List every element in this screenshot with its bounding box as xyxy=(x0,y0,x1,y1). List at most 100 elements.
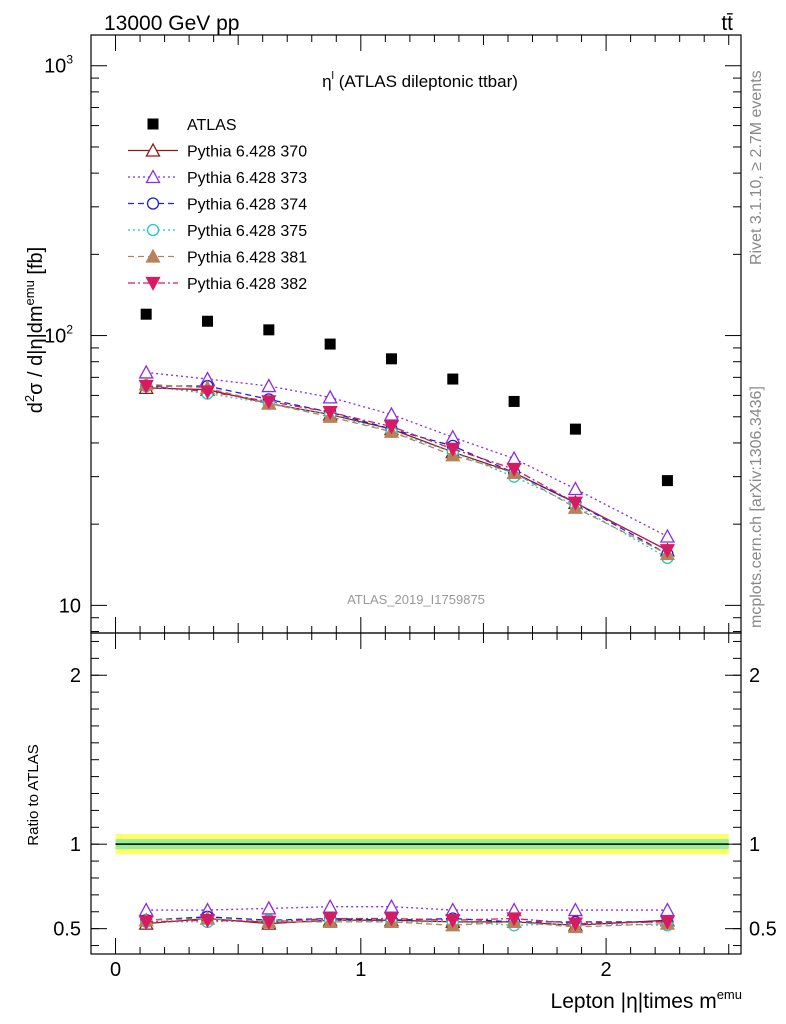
legend-label: ATLAS xyxy=(187,117,237,134)
process-label: tt̄ xyxy=(721,12,733,35)
ratio-point xyxy=(138,915,154,930)
y-tick-label-right: 1 xyxy=(749,834,760,856)
legend-label: Pythia 6.428 373 xyxy=(187,170,307,187)
data-point xyxy=(506,450,522,465)
ratio-point xyxy=(659,915,676,930)
series-3 xyxy=(140,379,674,561)
energy-label: 13000 GeV pp xyxy=(104,12,239,35)
legend-marker xyxy=(146,197,160,210)
data-point xyxy=(263,324,275,336)
data-point xyxy=(261,395,277,410)
data-point xyxy=(385,353,397,365)
ratio-point xyxy=(322,898,338,913)
y-tick-label: 102 xyxy=(44,323,73,348)
data-point xyxy=(383,406,400,421)
series-line xyxy=(146,371,668,538)
y-tick-exponent: 2 xyxy=(66,323,73,337)
ratio-ylabel: Ratio to ATLAS xyxy=(25,744,42,845)
legend-entry: Pythia 6.428 375 xyxy=(128,223,307,240)
data-point xyxy=(138,364,154,379)
series-5 xyxy=(138,376,676,561)
data-point xyxy=(659,544,676,559)
ratio-point xyxy=(261,915,277,930)
x-axis-label: Lepton |η|times memu xyxy=(551,987,742,1013)
series-line xyxy=(146,385,668,551)
legend-marker xyxy=(147,118,159,130)
legend-marker xyxy=(145,276,161,291)
legend-marker xyxy=(146,223,160,237)
data-point xyxy=(567,481,584,496)
series-line xyxy=(146,385,668,559)
ratio-point xyxy=(506,912,522,927)
y-tick-label: 1 xyxy=(70,834,81,856)
rivet-label: Rivet 3.1.10, ≥ 2.7M events xyxy=(748,70,765,265)
ratio-series-4 xyxy=(138,910,676,934)
data-point xyxy=(445,442,461,457)
y-tick-label: 2 xyxy=(70,665,81,687)
x-tick-label: 2 xyxy=(601,959,612,981)
title-rest: (ATLAS dileptonic ttbar) xyxy=(334,72,518,91)
data-point xyxy=(383,420,400,435)
data-point xyxy=(202,315,214,327)
legend: ATLAS Pythia 6.428 370 Pythia 6.428 373 Pyt… xyxy=(128,117,307,293)
main-ylabel: d2σ / d|η|dmemu [fb] xyxy=(22,247,47,413)
data-point xyxy=(138,379,154,394)
series-line xyxy=(146,385,668,555)
data-point xyxy=(324,338,336,350)
legend-entry: Pythia 6.428 374 xyxy=(128,197,307,214)
main-title: ηl (ATLAS dileptonic ttbar) xyxy=(322,70,518,91)
ratio-plot-frame xyxy=(90,632,742,955)
data-point xyxy=(569,423,581,435)
main-plot-panel: 10 102 103 xyxy=(44,34,742,634)
data-point xyxy=(508,395,520,407)
ratio-point xyxy=(322,912,338,927)
series-line xyxy=(146,387,668,551)
data-point xyxy=(447,373,459,385)
legend-entry: Pythia 6.428 382 xyxy=(128,276,307,293)
y-tick-label: 103 xyxy=(44,53,73,78)
data-point xyxy=(661,475,673,487)
data-point xyxy=(322,406,338,421)
ratio-point xyxy=(567,902,584,917)
legend-marker xyxy=(145,142,161,157)
legend-entry: Pythia 6.428 373 xyxy=(128,169,307,187)
y-tick-label-right: 0.5 xyxy=(749,919,777,941)
ratio-point xyxy=(383,912,400,927)
legend-entry: Pythia 6.428 370 xyxy=(128,142,307,161)
y-tick-label: 0.5 xyxy=(53,919,81,941)
x-tick-label: 0 xyxy=(110,959,121,981)
ratio-point xyxy=(659,902,676,917)
series-4 xyxy=(140,379,674,565)
legend-marker xyxy=(145,248,161,263)
title-eta: η xyxy=(322,72,331,91)
ratio-point xyxy=(261,900,277,915)
ratio-point xyxy=(445,914,461,929)
xlabel-sup: emu xyxy=(717,987,742,1002)
data-point xyxy=(322,389,338,404)
legend-entry: ATLAS xyxy=(147,117,237,134)
legend-label: Pythia 6.428 374 xyxy=(187,197,307,214)
legend-label: Pythia 6.428 381 xyxy=(187,250,307,267)
series-1 xyxy=(138,379,676,557)
y-tick-label-right: 2 xyxy=(749,665,760,687)
data-point xyxy=(659,528,676,543)
analysis-id: ATLAS_2019_I1759875 xyxy=(347,592,485,607)
ratio-point xyxy=(199,914,216,929)
legend-entry: Pythia 6.428 381 xyxy=(128,248,307,267)
ratio-plot-panel: 0.5 0.5 1 1 2 2 0 1 2 xyxy=(53,632,777,981)
title-sup: l xyxy=(332,70,334,82)
x-tick-label: 1 xyxy=(355,959,366,981)
series-line xyxy=(146,383,668,555)
ratio-series-5 xyxy=(138,912,676,932)
legend-label: Pythia 6.428 382 xyxy=(187,276,307,293)
y-tick-exponent: 3 xyxy=(66,53,73,67)
ratio-line xyxy=(146,906,668,911)
series-0 xyxy=(140,308,673,487)
data-point xyxy=(567,496,584,511)
xlabel-main: Lepton |η|times m xyxy=(551,990,717,1013)
data-point xyxy=(261,378,277,393)
mcplots-label: mcplots.cern.ch [arXiv:1306.3436] xyxy=(748,386,765,628)
ratio-point xyxy=(567,917,584,932)
ratio-series-1 xyxy=(138,898,676,917)
